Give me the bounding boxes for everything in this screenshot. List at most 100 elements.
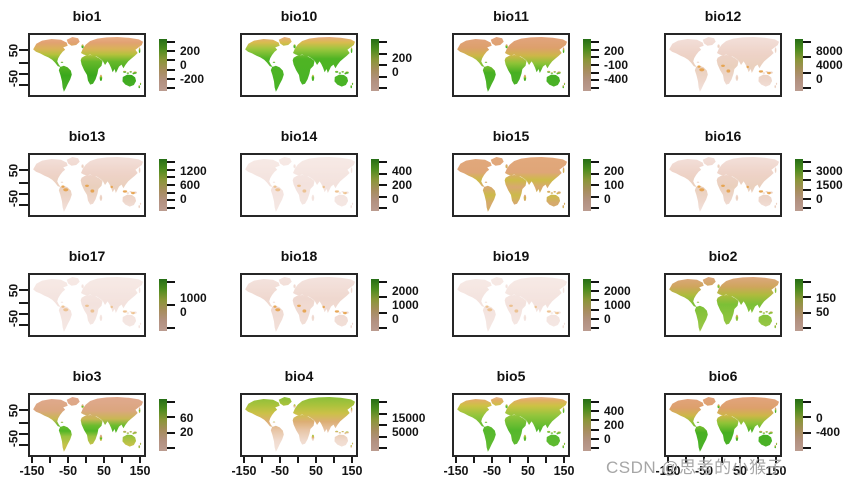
panel-title: bio15 bbox=[492, 128, 530, 144]
panel-title: bio3 bbox=[72, 368, 102, 384]
y-axis-label: -50 bbox=[6, 429, 21, 448]
x-axis-label: 50 bbox=[309, 464, 323, 478]
legend-tick bbox=[379, 412, 387, 415]
legend-tick bbox=[803, 416, 811, 419]
legend-tick bbox=[591, 308, 599, 311]
map-panel-bio3: bio3 60 20 50 -50 -150 -50 50 150 bbox=[0, 360, 212, 483]
panel-title: bio5 bbox=[496, 368, 526, 384]
legend-tick bbox=[591, 410, 599, 413]
legend-tick bbox=[803, 281, 811, 283]
map-box bbox=[240, 273, 358, 337]
map-panel-bio12: bio12 8000 4000 0 bbox=[636, 0, 848, 120]
map-box bbox=[28, 273, 146, 337]
legend-tick bbox=[379, 195, 387, 198]
x-axis-tick bbox=[667, 457, 669, 463]
x-axis-label: -50 bbox=[270, 464, 290, 478]
x-axis-label: 150 bbox=[341, 464, 363, 478]
map-box bbox=[240, 393, 358, 457]
x-axis-label: -150 bbox=[443, 464, 469, 478]
x-axis-tick bbox=[333, 457, 335, 463]
map-box bbox=[240, 153, 358, 217]
x-axis-tick bbox=[775, 457, 777, 463]
legend-tick bbox=[803, 431, 811, 434]
map-panel-bio2: bio2 150 50 bbox=[636, 240, 848, 360]
legend-tick bbox=[379, 424, 387, 426]
legend-tick bbox=[803, 447, 811, 449]
x-axis-tick bbox=[721, 457, 723, 463]
world-map bbox=[669, 37, 780, 92]
panel-title: bio11 bbox=[493, 8, 529, 24]
x-axis-label: 50 bbox=[521, 464, 535, 478]
x-axis-tick bbox=[297, 457, 299, 463]
panel-title: bio14 bbox=[280, 128, 318, 144]
legend-colorbar bbox=[583, 159, 591, 211]
world-map bbox=[33, 157, 144, 212]
y-axis-tick bbox=[19, 193, 28, 195]
legend: 2000 1000 0 bbox=[371, 279, 419, 331]
legend: 200 0 bbox=[371, 39, 412, 91]
legend-tick bbox=[167, 168, 175, 171]
legend-tick bbox=[167, 41, 175, 43]
legend-labels: 200 100 0 bbox=[604, 164, 625, 206]
legend: 15000 5000 bbox=[371, 399, 425, 451]
legend-labels: 2000 1000 0 bbox=[604, 284, 631, 326]
legend-tick bbox=[803, 56, 811, 59]
y-axis-label: 50 bbox=[6, 283, 21, 298]
world-map bbox=[669, 157, 780, 212]
map-panel-bio19: bio19 2000 1000 0 bbox=[424, 240, 636, 360]
legend-tick bbox=[379, 311, 387, 314]
map-panel-bio14: bio14 400 200 0 bbox=[212, 120, 424, 240]
legend-colorbar-wrap bbox=[795, 39, 811, 91]
y-axis-tick bbox=[19, 62, 28, 64]
legend: 1000 0 bbox=[159, 279, 207, 331]
legend-tick bbox=[379, 296, 387, 299]
legend-colorbar-wrap bbox=[795, 159, 811, 211]
world-map bbox=[245, 397, 356, 452]
x-axis-tick bbox=[703, 457, 705, 463]
y-axis-label: 50 bbox=[6, 43, 21, 58]
legend-colorbar-wrap bbox=[795, 279, 811, 331]
legend-tick bbox=[591, 172, 599, 175]
panel-title: bio1 bbox=[72, 8, 102, 24]
legend: 200 100 0 bbox=[583, 159, 624, 211]
legend-tick bbox=[591, 87, 599, 89]
legend-tick bbox=[379, 161, 387, 163]
x-axis-tick bbox=[455, 457, 457, 463]
y-axis-label: 50 bbox=[6, 163, 21, 178]
map-box bbox=[452, 273, 570, 337]
map-box bbox=[452, 153, 570, 217]
map-box bbox=[28, 393, 146, 457]
y-axis-tick bbox=[19, 444, 28, 446]
x-axis-tick bbox=[31, 457, 33, 463]
legend-tick bbox=[591, 428, 599, 431]
x-axis-label: -50 bbox=[58, 464, 78, 478]
legend-labels: 0 -400 bbox=[816, 411, 841, 439]
legend-tick bbox=[167, 327, 175, 329]
legend-tick bbox=[803, 161, 811, 163]
x-axis-tick bbox=[121, 457, 123, 463]
legend: 3000 1500 0 bbox=[795, 159, 843, 211]
x-axis-tick bbox=[261, 457, 263, 463]
legend-colorbar-wrap bbox=[159, 399, 175, 451]
world-map bbox=[457, 157, 568, 212]
map-box bbox=[452, 393, 570, 457]
legend-colorbar bbox=[583, 279, 591, 331]
legend-colorbar-wrap bbox=[159, 279, 175, 331]
x-axis-tick bbox=[685, 457, 687, 463]
watermark: CSDN @思考的小猴子 bbox=[606, 458, 785, 477]
world-map bbox=[33, 397, 144, 452]
map-box bbox=[664, 33, 782, 97]
legend-tick bbox=[591, 64, 599, 66]
y-axis-label: -50 bbox=[6, 309, 21, 328]
legend-colorbar bbox=[371, 159, 379, 211]
legend-tick bbox=[591, 299, 599, 302]
map-box bbox=[664, 393, 782, 457]
legend-tick bbox=[591, 317, 599, 320]
y-axis-tick bbox=[19, 84, 28, 86]
x-axis-tick bbox=[315, 457, 317, 463]
legend-labels: 2000 1000 0 bbox=[392, 284, 419, 326]
y-axis-tick bbox=[19, 73, 28, 75]
legend-tick bbox=[167, 59, 175, 62]
legend: 200 -100 -400 bbox=[583, 39, 628, 91]
legend-colorbar bbox=[371, 279, 379, 331]
